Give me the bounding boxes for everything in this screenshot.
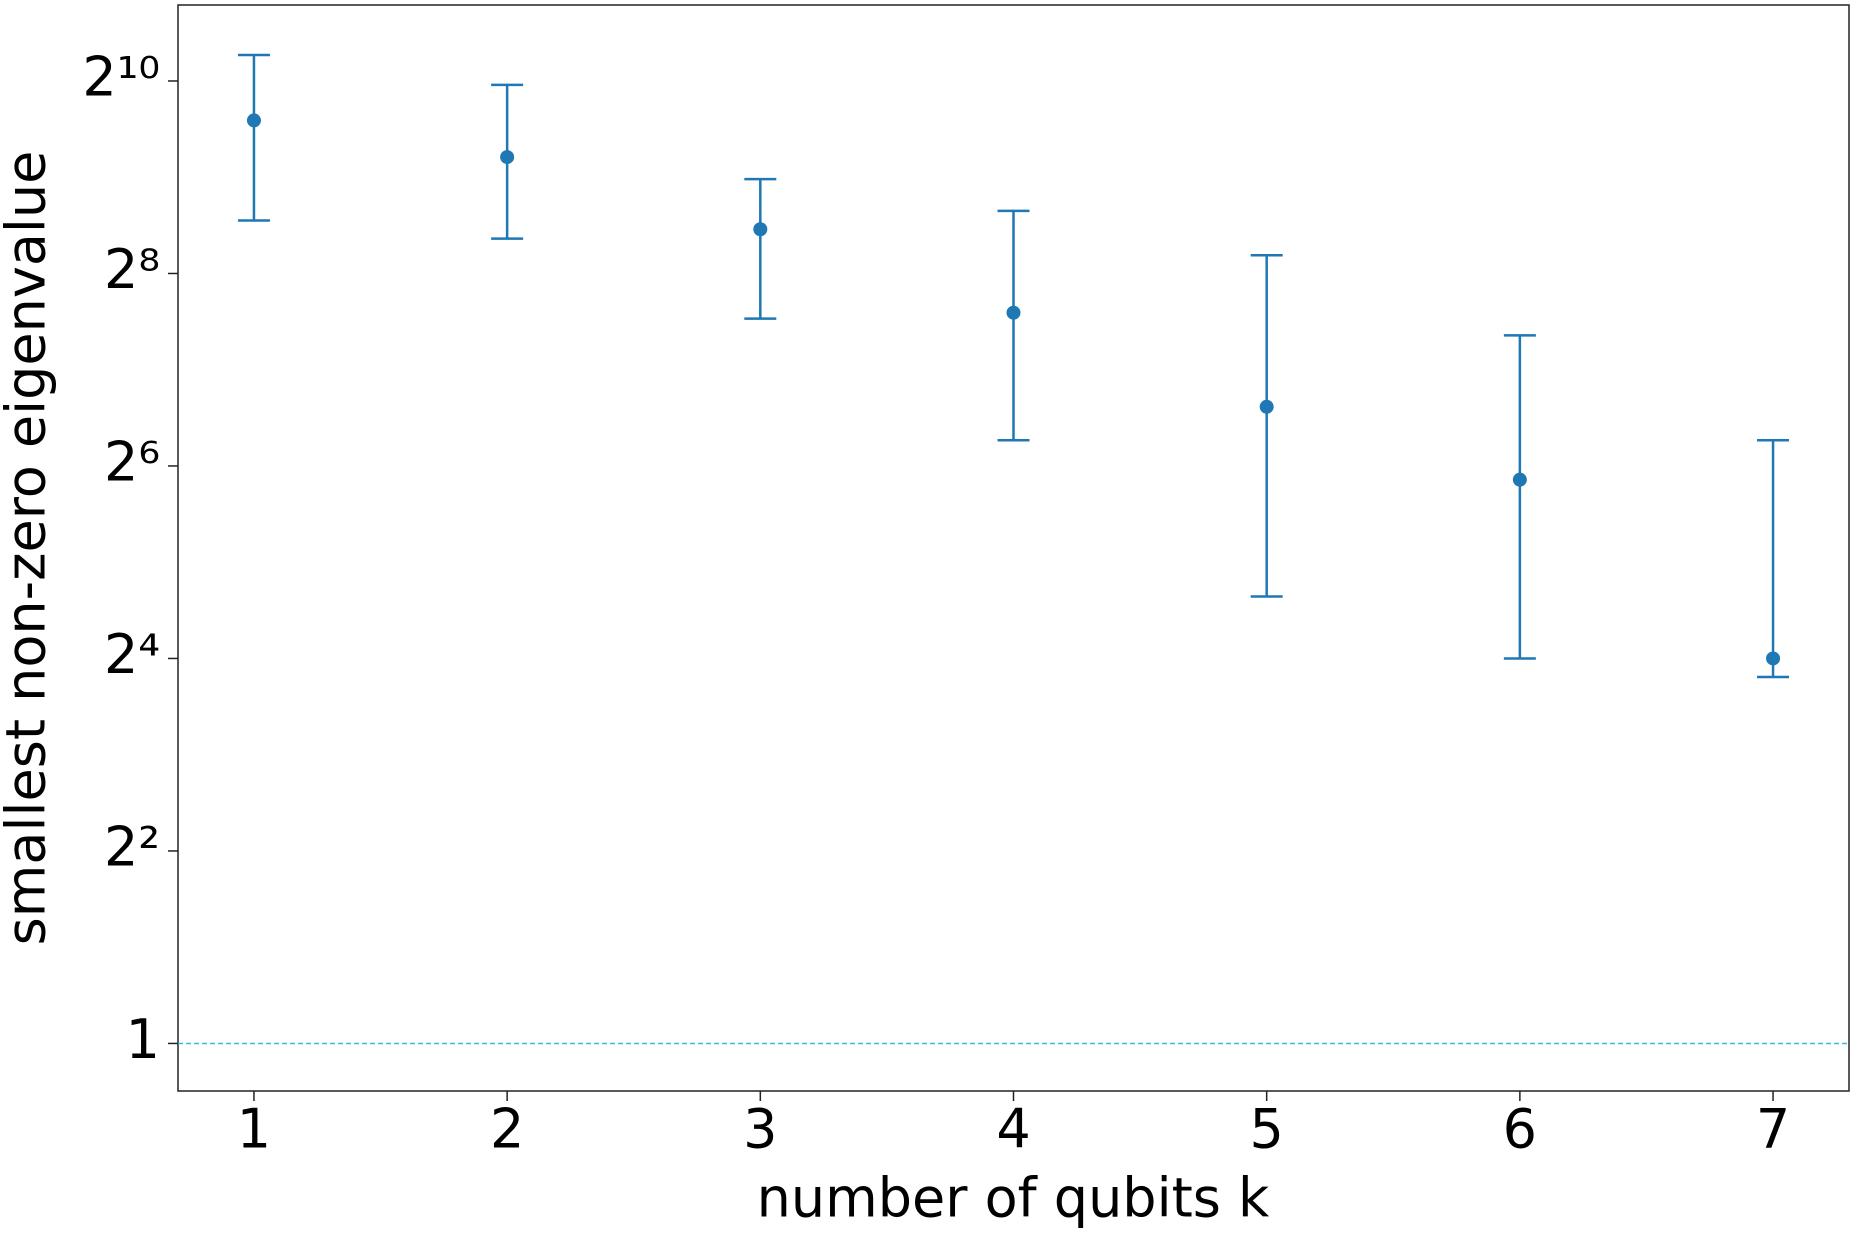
x-tick-label: 6 <box>1503 1098 1537 1161</box>
x-tick-label: 5 <box>1250 1098 1284 1161</box>
data-point <box>1512 472 1527 487</box>
x-tick-label: 4 <box>996 1098 1030 1161</box>
y-tick-label: 2² <box>104 816 160 879</box>
y-axis-label: smallest non-zero eigenvalue <box>0 151 58 946</box>
y-tick-label: 2⁴ <box>104 623 160 686</box>
plot-frame <box>177 4 1850 1092</box>
data-point <box>753 222 768 237</box>
data-point <box>1766 651 1781 666</box>
data-point <box>500 150 515 165</box>
x-tick-label: 3 <box>743 1098 777 1161</box>
y-tick-label: 1 <box>126 1008 160 1071</box>
x-axis-label: number of qubits k <box>757 1167 1270 1230</box>
y-tick-label: 2⁶ <box>104 431 160 494</box>
x-tick-label: 7 <box>1756 1098 1790 1161</box>
y-tick-label: 2¹⁰ <box>82 46 160 109</box>
data-point <box>1006 305 1021 320</box>
data-point <box>1259 399 1274 414</box>
x-tick-label: 1 <box>237 1098 271 1161</box>
data-point <box>246 113 261 128</box>
x-tick-label: 2 <box>490 1098 524 1161</box>
y-tick-label: 2⁸ <box>104 238 160 301</box>
